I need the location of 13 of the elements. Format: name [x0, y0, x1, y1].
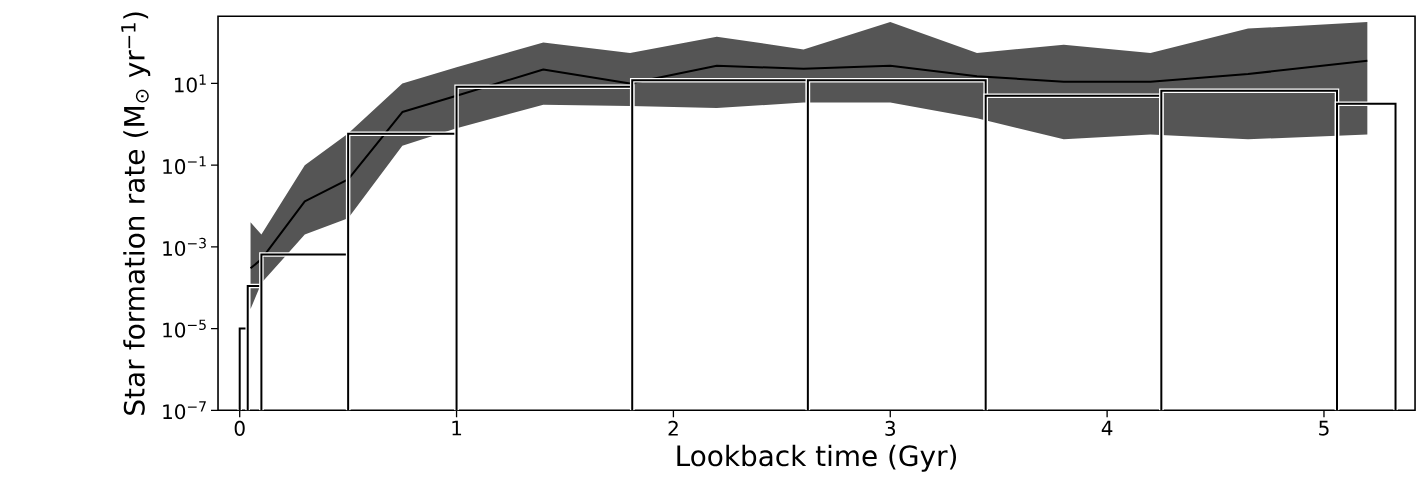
x-tick-label: 1	[452, 420, 462, 436]
x-tick-label: 3	[885, 420, 895, 436]
y-tick-label: 10$^{1}$	[174, 74, 206, 93]
y-tick-label: 10$^{−5}$	[163, 319, 206, 338]
x-tick-label: 2	[668, 420, 678, 436]
x-tick-label: 0	[234, 420, 245, 436]
x-axis-title: Lookback time (Gyr)	[677, 444, 957, 472]
y-tick-label: 10$^{−3}$	[163, 237, 206, 256]
y-axis-title: Star formation rate (M$_{⊙}$ yr$^{−1}$)	[121, 12, 151, 415]
x-tick-label: 4	[1101, 420, 1113, 436]
y-tick-label: 10$^{−1}$	[163, 156, 206, 174]
y-tick-label: 10$^{−7}$	[163, 401, 206, 420]
x-tick-label: 5	[1319, 420, 1329, 436]
